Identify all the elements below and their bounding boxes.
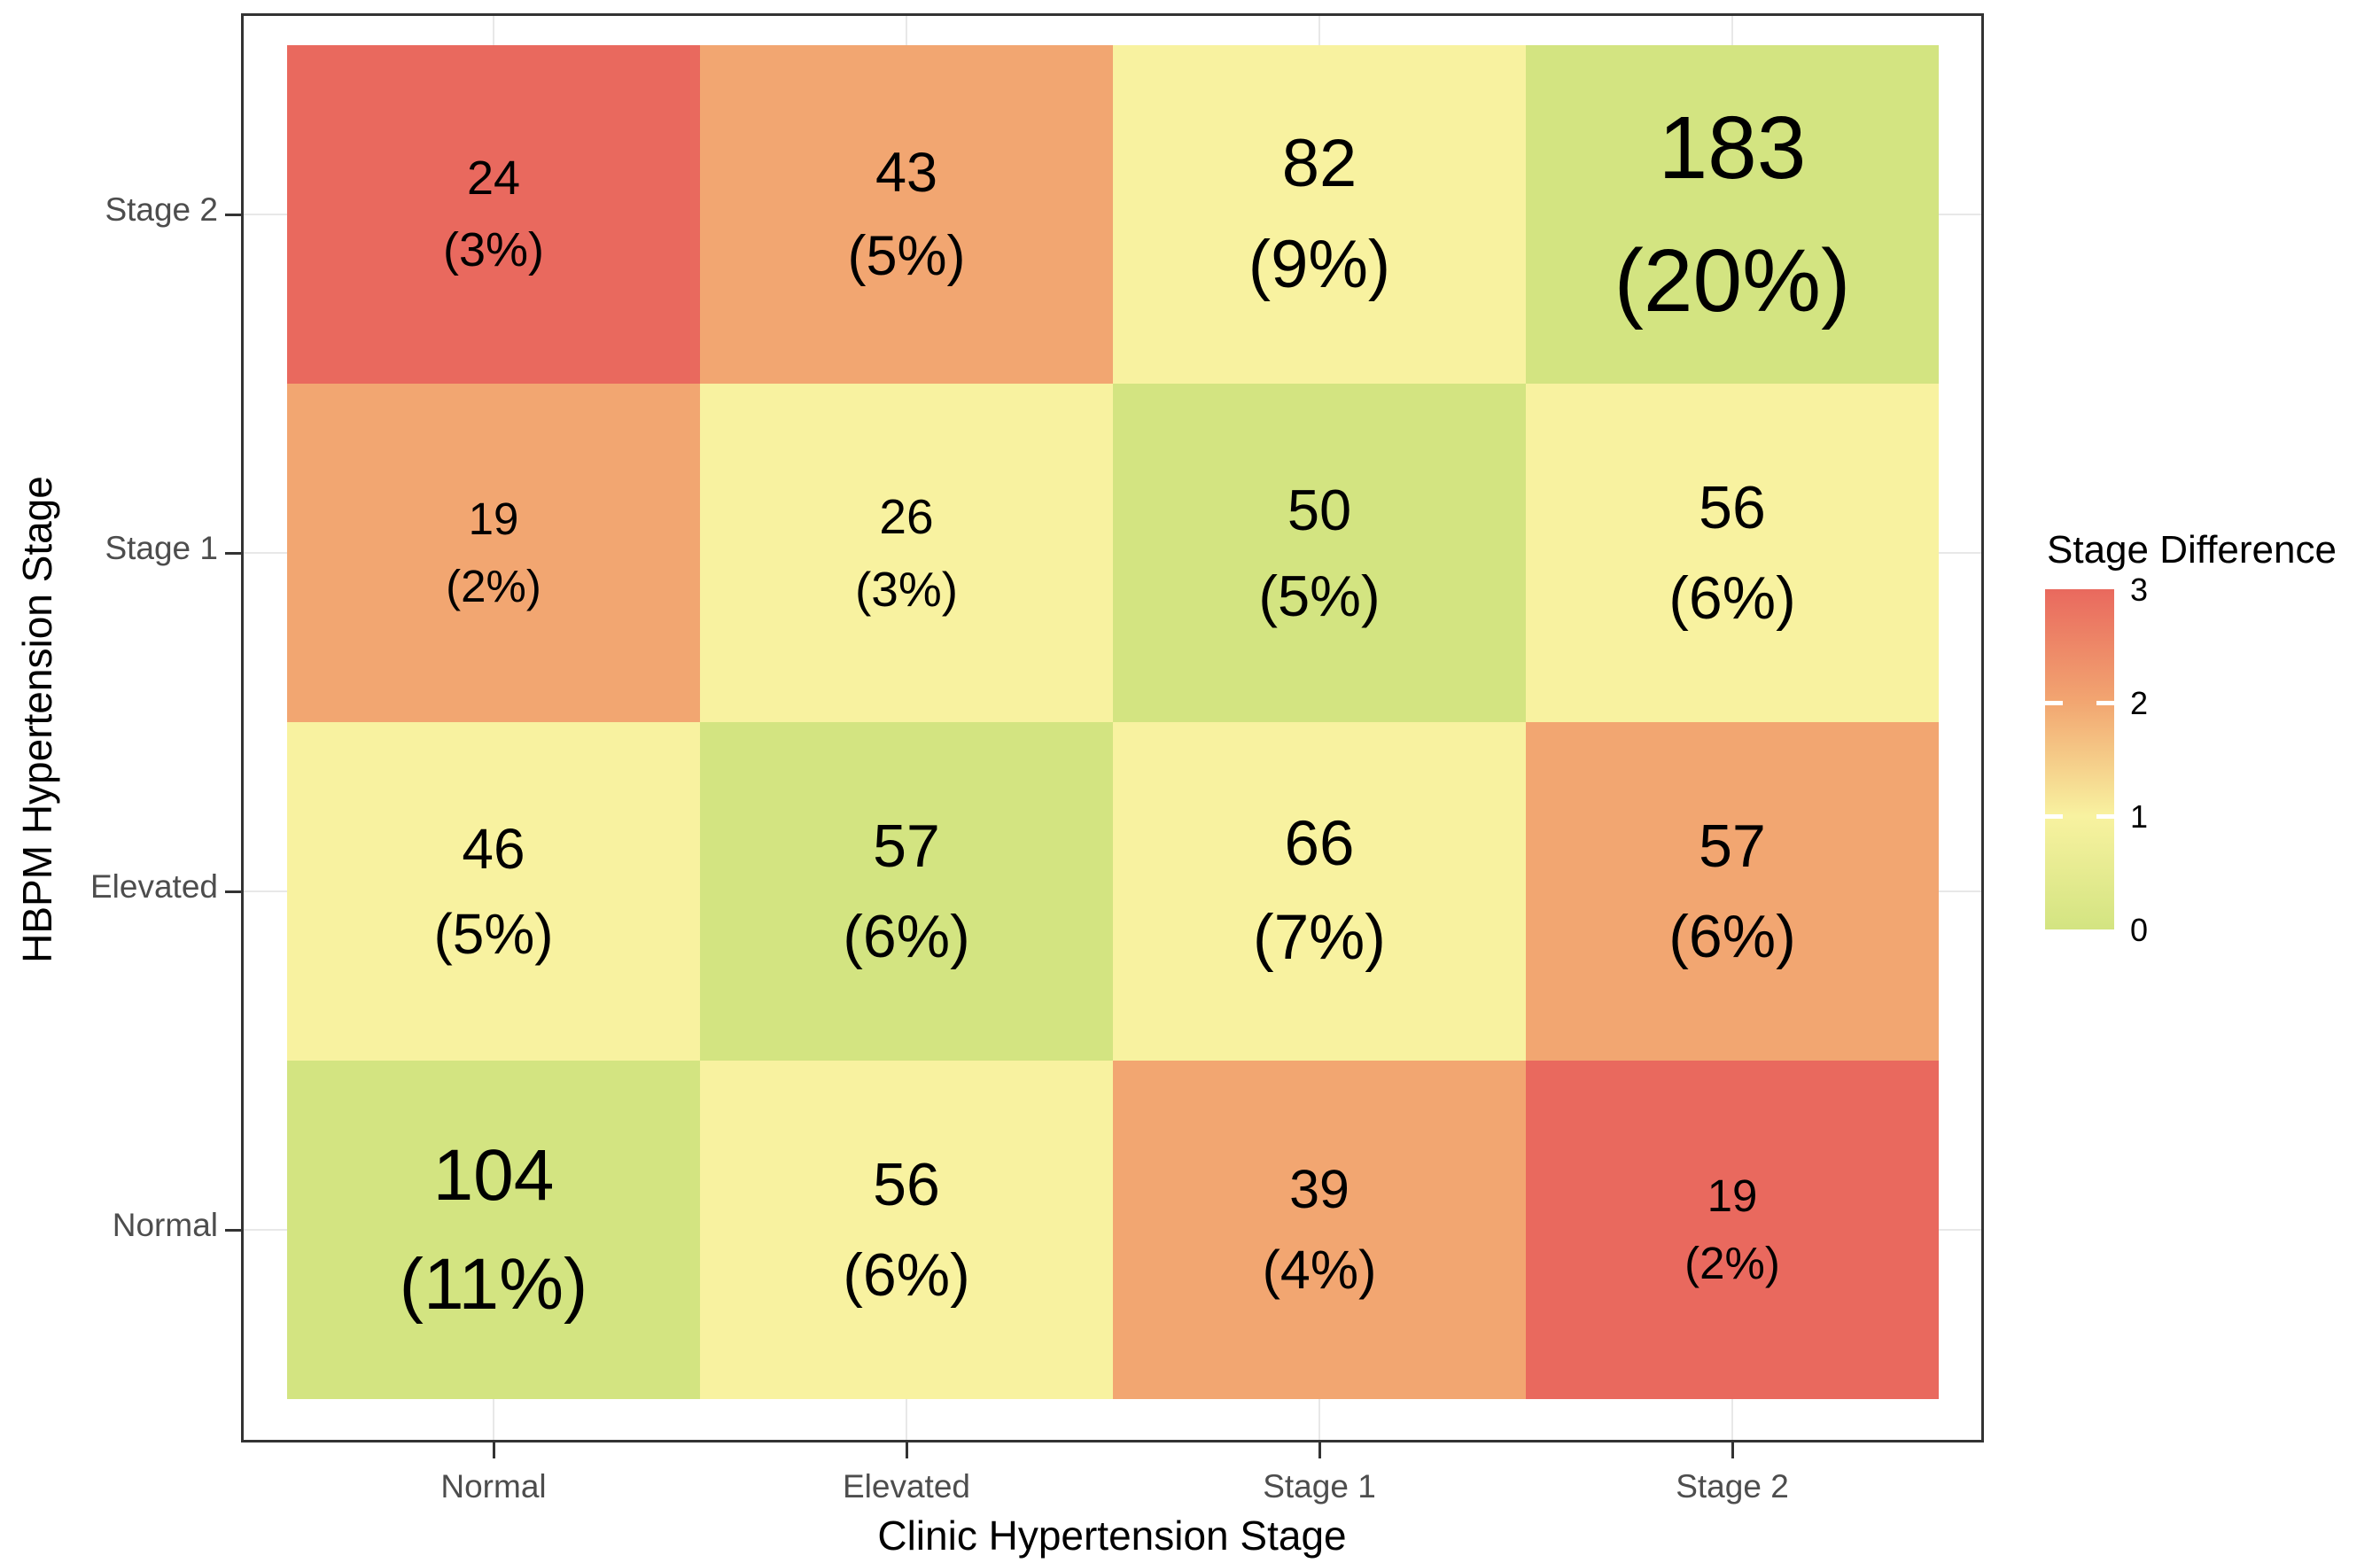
heatmap-cell: 82 (9%) bbox=[1113, 45, 1526, 384]
cell-percent: (2%) bbox=[446, 561, 541, 611]
cell-percent: (5%) bbox=[847, 225, 966, 287]
cell-percent: (5%) bbox=[1258, 564, 1381, 628]
x-axis-tick bbox=[906, 1442, 908, 1458]
cell-percent: (6%) bbox=[1668, 564, 1796, 632]
x-tick-label: Stage 2 bbox=[1676, 1468, 1789, 1505]
cell-count: 183 bbox=[1658, 98, 1807, 198]
heatmap-cell: 26 (3%) bbox=[700, 384, 1113, 722]
legend-tick bbox=[2045, 814, 2063, 819]
x-tick-label: Normal bbox=[440, 1468, 547, 1505]
y-axis-tick bbox=[225, 890, 241, 893]
cell-count: 104 bbox=[432, 1135, 555, 1216]
heatmap-cell: 104 (11%) bbox=[287, 1061, 700, 1399]
cell-percent: (7%) bbox=[1253, 903, 1386, 973]
legend-tick-label: 0 bbox=[2130, 912, 2149, 948]
x-axis-tick bbox=[1731, 1442, 1734, 1458]
legend-tick bbox=[2096, 701, 2114, 705]
y-tick-label: Normal bbox=[112, 1207, 218, 1243]
y-axis-tick bbox=[225, 552, 241, 555]
y-axis-tick bbox=[225, 214, 241, 216]
legend-colorbar bbox=[2045, 589, 2114, 929]
heatmap-panel: 24 (3%) 43 (5%) 82 (9%) 183 (20%) 19 (2%… bbox=[241, 13, 1984, 1442]
heatmap-cell: 183 (20%) bbox=[1526, 45, 1939, 384]
cell-percent: (2%) bbox=[1684, 1238, 1780, 1288]
heatmap-cell: 66 (7%) bbox=[1113, 722, 1526, 1061]
cell-count: 26 bbox=[879, 488, 934, 544]
heatmap-cell: 46 (5%) bbox=[287, 722, 700, 1061]
heatmap-cell: 50 (5%) bbox=[1113, 384, 1526, 722]
cell-count: 56 bbox=[873, 1151, 940, 1218]
cell-count: 57 bbox=[1699, 813, 1766, 880]
heatmap-cell: 19 (2%) bbox=[287, 384, 700, 722]
x-tick-label: Stage 1 bbox=[1263, 1468, 1376, 1505]
legend-tick-label: 3 bbox=[2130, 572, 2149, 608]
cell-count: 66 bbox=[1284, 808, 1355, 879]
cell-percent: (9%) bbox=[1248, 227, 1391, 302]
heatmap-cell: 39 (4%) bbox=[1113, 1061, 1526, 1399]
heatmap-cell: 56 (6%) bbox=[1526, 384, 1939, 722]
y-axis-title: HBPM Hypertension Stage bbox=[14, 476, 60, 963]
y-tick-label: Stage 2 bbox=[105, 191, 218, 228]
heatmap-cell: 57 (6%) bbox=[1526, 722, 1939, 1061]
cell-percent: (6%) bbox=[843, 903, 970, 970]
x-axis-tick bbox=[1318, 1442, 1321, 1458]
y-axis-tick bbox=[225, 1229, 241, 1232]
cell-percent: (3%) bbox=[854, 562, 959, 617]
cell-percent: (6%) bbox=[843, 1241, 970, 1309]
x-tick-label: Elevated bbox=[843, 1468, 970, 1505]
cell-count: 24 bbox=[466, 152, 521, 205]
cell-count: 82 bbox=[1281, 126, 1357, 201]
cell-count: 43 bbox=[875, 141, 938, 204]
legend-tick bbox=[2096, 814, 2114, 819]
cell-percent: (3%) bbox=[442, 223, 544, 276]
cell-percent: (11%) bbox=[399, 1244, 588, 1325]
y-tick-label: Elevated bbox=[90, 868, 218, 905]
y-tick-label: Stage 1 bbox=[105, 530, 218, 566]
x-axis-tick bbox=[493, 1442, 495, 1458]
cell-percent: (6%) bbox=[1668, 903, 1796, 970]
cell-count: 39 bbox=[1289, 1158, 1349, 1219]
heatmap-cell: 19 (2%) bbox=[1526, 1061, 1939, 1399]
cell-percent: (4%) bbox=[1262, 1240, 1377, 1300]
legend-tick-label: 1 bbox=[2130, 798, 2149, 835]
cell-percent: (20%) bbox=[1614, 231, 1851, 330]
heatmap-cell: 24 (3%) bbox=[287, 45, 700, 384]
cell-count: 19 bbox=[468, 493, 519, 544]
cell-percent: (5%) bbox=[433, 902, 554, 966]
heatmap-cell: 43 (5%) bbox=[700, 45, 1113, 384]
cell-count: 50 bbox=[1287, 477, 1352, 542]
heatmap-cell: 56 (6%) bbox=[700, 1061, 1113, 1399]
x-axis-title: Clinic Hypertension Stage bbox=[877, 1512, 1347, 1559]
cell-count: 19 bbox=[1707, 1170, 1758, 1221]
cell-count: 57 bbox=[873, 813, 940, 880]
legend-tick bbox=[2045, 701, 2063, 705]
cell-count: 46 bbox=[462, 817, 525, 881]
cell-count: 56 bbox=[1699, 474, 1766, 541]
legend-tick-label: 2 bbox=[2130, 685, 2149, 721]
legend-title: Stage Difference bbox=[2047, 528, 2337, 572]
heatmap-cell: 57 (6%) bbox=[700, 722, 1113, 1061]
